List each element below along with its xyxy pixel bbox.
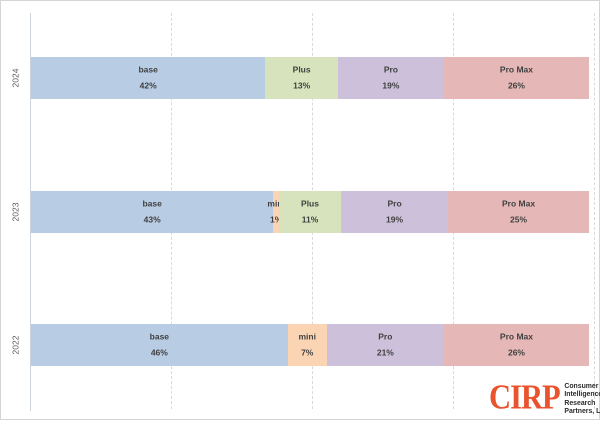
bar-segment-pro: Pro 21%	[326, 324, 444, 366]
cirp-logo-text-line: Research	[564, 399, 596, 407]
bar-segment-mini: mini 1%	[267, 190, 285, 233]
segment-name: Pro Max	[502, 198, 536, 208]
bar-row-2022: base 46% mini 7% Pro 21% Pro Max 26%	[31, 324, 590, 366]
cirp-logo-text: Consumer Intelligence Research Partners,…	[564, 383, 600, 417]
year-tick-label: 2022	[9, 335, 20, 355]
cirp-logo-text-line: Consumer	[564, 383, 599, 390]
cirp-logo: CIRP Consumer Intelligence Research Part…	[489, 378, 600, 417]
gridline-100pct	[594, 13, 595, 409]
segment-name: Pro	[383, 64, 398, 75]
segment-percent: 7%	[301, 347, 314, 358]
year-tick-2024: 2024	[2, 57, 28, 99]
segment-label: Pro 19%	[382, 64, 400, 91]
segment-label: base 46%	[149, 331, 170, 358]
bar-segment-mini: mini 7%	[287, 324, 327, 366]
segment-name: Plus	[301, 198, 319, 208]
segment-name: base	[149, 331, 170, 342]
bar-segment-plus: Plus 13%	[265, 57, 338, 99]
segment-name: mini	[267, 198, 285, 208]
segment-name: base	[142, 198, 162, 208]
year-tick-label: 2023	[9, 202, 20, 221]
segment-label: mini 1%	[267, 199, 284, 224]
segment-label: Plus 11%	[301, 199, 319, 224]
bar-row-2023: base 43% mini 1% Plus 11% Pro 19% Pro Max 25%	[31, 190, 589, 233]
cirp-logo-text-line: Intelligence	[564, 391, 600, 399]
bar-row-2024: base 42% Plus 13% Pro 19% Pro Max 26%	[31, 57, 589, 99]
bar-segment-base: base 42%	[31, 57, 266, 99]
bar-segment-base: base 46%	[31, 324, 288, 366]
segment-name: mini	[298, 331, 316, 342]
segment-label: Pro 19%	[386, 199, 403, 224]
segment-percent: 1%	[270, 214, 283, 224]
segment-percent: 25%	[510, 214, 528, 224]
segment-label: base 42%	[138, 64, 158, 91]
y-axis-line	[30, 13, 31, 411]
segment-percent: 26%	[507, 347, 525, 358]
segment-name: Pro	[378, 331, 393, 342]
segment-label: base 43%	[142, 199, 161, 224]
segment-percent: 21%	[376, 347, 394, 358]
bar-segment-pro-max: Pro Max 26%	[443, 324, 590, 366]
year-tick-label: 2024	[9, 68, 20, 88]
cirp-logo-text-line: Partners, LLC	[564, 408, 600, 416]
segment-label: Pro Max 25%	[502, 199, 535, 224]
year-tick-2022: 2022	[2, 324, 28, 366]
segment-label: Plus 13%	[292, 64, 311, 91]
cirp-wordmark: CIRP	[489, 378, 561, 417]
bar-segment-pro-max: Pro Max 25%	[448, 190, 589, 233]
segment-label: Pro 21%	[376, 331, 394, 358]
segment-name: Plus	[292, 64, 311, 75]
year-tick-2023: 2023	[2, 191, 28, 233]
segment-percent: 42%	[139, 80, 157, 91]
bar-segment-base: base 43%	[31, 190, 274, 233]
segment-percent: 13%	[293, 80, 311, 91]
segment-name: Pro	[387, 198, 402, 208]
segment-label: Pro Max 26%	[499, 331, 534, 358]
bar-segment-pro: Pro 19%	[341, 190, 449, 233]
segment-name: Pro Max	[499, 64, 533, 75]
bar-segment-pro-max: Pro Max 26%	[443, 57, 589, 99]
segment-name: Pro Max	[499, 331, 534, 342]
segment-percent: 43%	[143, 214, 161, 224]
segment-percent: 11%	[301, 214, 319, 224]
segment-percent: 19%	[382, 80, 400, 91]
segment-percent: 26%	[507, 80, 525, 91]
segment-name: base	[138, 64, 158, 75]
segment-percent: 19%	[386, 214, 404, 224]
segment-label: Pro Max 26%	[499, 64, 533, 91]
segment-label: mini 7%	[298, 331, 316, 358]
segment-percent: 46%	[150, 347, 168, 358]
bar-segment-pro: Pro 19%	[337, 57, 444, 99]
bar-segment-plus: Plus 11%	[279, 190, 341, 233]
